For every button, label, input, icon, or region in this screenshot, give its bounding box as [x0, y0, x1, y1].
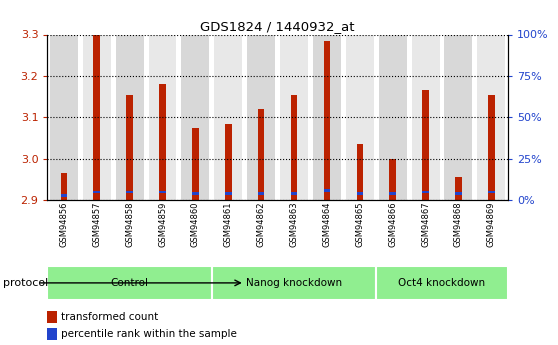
- Bar: [47, 266, 212, 300]
- Bar: [291, 192, 297, 195]
- Bar: [159, 84, 166, 200]
- Bar: [324, 189, 330, 192]
- Bar: [389, 192, 396, 195]
- Bar: [214, 34, 242, 200]
- Bar: [357, 192, 363, 195]
- Bar: [47, 328, 57, 340]
- Bar: [477, 34, 506, 200]
- Bar: [126, 95, 133, 200]
- Bar: [225, 124, 232, 200]
- Text: Nanog knockdown: Nanog knockdown: [246, 278, 342, 288]
- Text: Oct4 knockdown: Oct4 knockdown: [398, 278, 485, 288]
- Bar: [412, 34, 440, 200]
- Bar: [280, 34, 308, 200]
- Bar: [192, 192, 199, 195]
- Title: GDS1824 / 1440932_at: GDS1824 / 1440932_at: [200, 20, 355, 33]
- Bar: [376, 266, 508, 300]
- Bar: [258, 109, 264, 200]
- Bar: [357, 144, 363, 200]
- Bar: [83, 34, 110, 200]
- Bar: [488, 190, 494, 194]
- Bar: [126, 190, 133, 194]
- Bar: [488, 95, 494, 200]
- Bar: [212, 266, 376, 300]
- Bar: [422, 90, 429, 200]
- Text: transformed count: transformed count: [61, 312, 158, 322]
- Bar: [389, 159, 396, 200]
- Bar: [192, 128, 199, 200]
- Text: percentile rank within the sample: percentile rank within the sample: [61, 329, 237, 339]
- Bar: [291, 95, 297, 200]
- Bar: [148, 34, 176, 200]
- Bar: [225, 192, 232, 195]
- Text: protocol: protocol: [3, 278, 48, 288]
- Bar: [455, 192, 462, 195]
- Bar: [50, 34, 78, 200]
- Bar: [379, 34, 407, 200]
- Bar: [324, 41, 330, 200]
- Bar: [247, 34, 275, 200]
- Bar: [422, 190, 429, 194]
- Bar: [116, 34, 143, 200]
- Bar: [61, 194, 67, 197]
- Bar: [455, 177, 462, 200]
- Bar: [181, 34, 209, 200]
- Bar: [258, 192, 264, 195]
- Text: Control: Control: [110, 278, 148, 288]
- Bar: [61, 173, 67, 200]
- Bar: [445, 34, 473, 200]
- Bar: [313, 34, 341, 200]
- Bar: [94, 190, 100, 194]
- Bar: [159, 190, 166, 194]
- Bar: [346, 34, 374, 200]
- Bar: [47, 310, 57, 323]
- Bar: [94, 34, 100, 200]
